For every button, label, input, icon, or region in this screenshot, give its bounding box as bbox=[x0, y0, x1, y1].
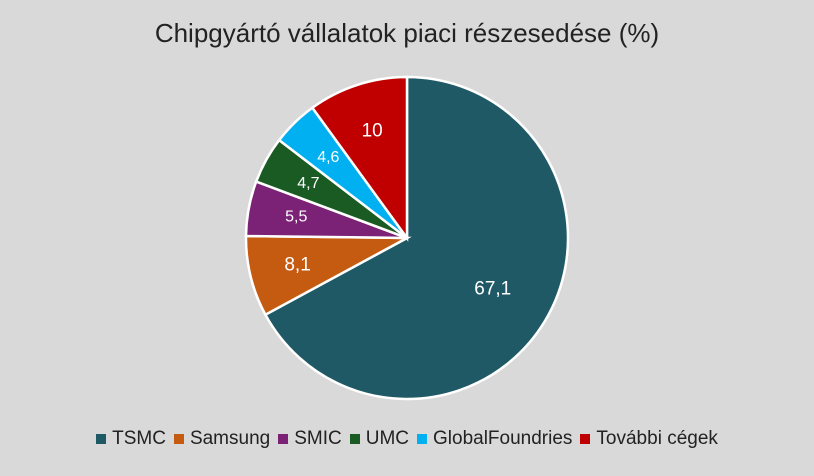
legend-item-samsung: Samsung bbox=[173, 428, 271, 450]
legend-label: TSMC bbox=[112, 428, 166, 449]
legend-label: UMC bbox=[365, 428, 409, 449]
legend: TSMC Samsung SMIC UMC GlobalFoundries További… bbox=[0, 428, 814, 450]
legend-swatch bbox=[278, 434, 289, 444]
legend-item-smic: SMIC bbox=[278, 428, 342, 450]
legend-swatch bbox=[96, 434, 107, 444]
legend-item-umc: UMC bbox=[349, 428, 409, 450]
legend-label: SMIC bbox=[294, 428, 342, 449]
legend-swatch bbox=[580, 434, 591, 444]
data-label-samsung: 8,1 bbox=[284, 254, 310, 275]
legend-swatch bbox=[173, 434, 184, 444]
legend-label: Samsung bbox=[189, 428, 271, 449]
pie-slice-tsmc bbox=[263, 75, 570, 401]
legend-item-tsmc: TSMC bbox=[96, 428, 166, 450]
legend-item-globalfoundries: GlobalFoundries bbox=[417, 428, 572, 450]
legend-item-további-cégek: További cégek bbox=[580, 428, 718, 450]
legend-swatch bbox=[417, 434, 427, 444]
data-label-umc: 4,7 bbox=[297, 175, 319, 192]
legend-label: GlobalFoundries bbox=[433, 428, 573, 449]
pie-slice-további-cégek bbox=[310, 75, 409, 242]
data-label-további-cégek: 10 bbox=[362, 120, 383, 141]
data-label-smic: 5,5 bbox=[285, 209, 307, 226]
data-label-tsmc: 67,1 bbox=[474, 279, 511, 300]
data-label-globalfoundries: 4,6 bbox=[317, 149, 339, 166]
legend-swatch bbox=[349, 434, 360, 444]
legend-label: További cégek bbox=[596, 428, 718, 449]
chart-title: Chipgyártó vállalatok piaci részesedése … bbox=[154, 18, 660, 48]
